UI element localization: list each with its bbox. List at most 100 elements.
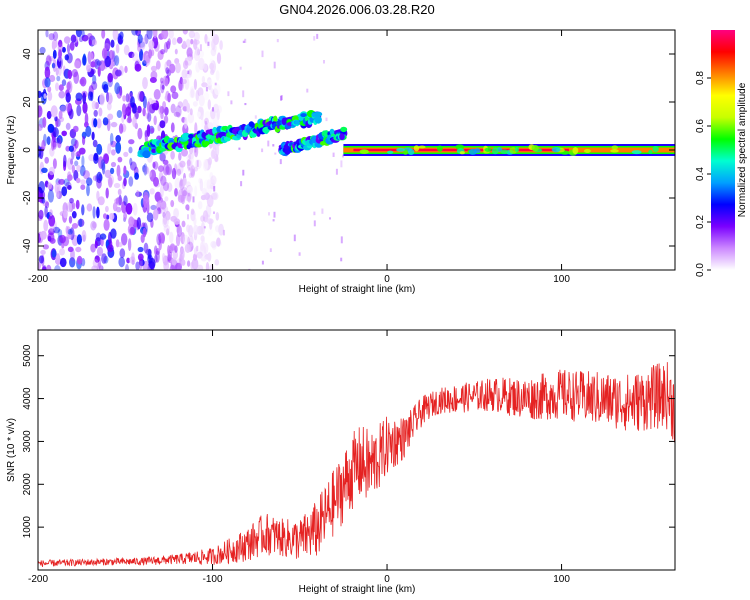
spectrogram-frame [37, 29, 676, 271]
noise-blob [142, 227, 147, 238]
noise-speckle [272, 144, 275, 147]
noise-blob [169, 265, 176, 270]
noise-blob [143, 166, 150, 175]
noise-blob [211, 38, 216, 51]
noise-blob [179, 160, 186, 168]
noise-speckle [239, 66, 242, 70]
noise-blob [194, 122, 198, 136]
noise-blob [163, 215, 168, 226]
noise-blob [52, 59, 57, 72]
band-blob [551, 147, 561, 153]
noise-blob [48, 33, 55, 41]
noise-blob [65, 145, 71, 152]
noise-blob [128, 216, 135, 227]
noise-blob [152, 30, 158, 39]
noise-blob [158, 105, 163, 115]
noise-blob [80, 179, 86, 185]
noise-blob [206, 218, 214, 225]
noise-blob [128, 176, 134, 187]
noise-blob [79, 165, 86, 177]
noise-blob [146, 124, 151, 137]
noise-blob [148, 49, 153, 59]
noise-blob [114, 82, 121, 95]
colorbar-tick-label: 0.4 [695, 167, 706, 181]
noise-blob [169, 243, 176, 251]
track-blob [173, 136, 179, 143]
noise-blob [66, 157, 74, 170]
noise-blob [90, 220, 97, 231]
noise-blob [65, 122, 71, 130]
noise-speckle [188, 167, 191, 171]
noise-blob [178, 152, 182, 161]
noise-blob [40, 230, 47, 240]
noise-blob [177, 101, 183, 108]
noise-blob [186, 186, 194, 194]
noise-blob [153, 245, 158, 256]
noise-blob [67, 228, 73, 235]
noise-blob [88, 154, 95, 162]
noise-speckle [340, 160, 343, 168]
noise-blob [41, 266, 47, 270]
noise-blob [164, 196, 169, 202]
noise-blob [202, 159, 209, 172]
noise-blob [142, 77, 148, 90]
noise-speckle [273, 61, 276, 69]
noise-blob [157, 200, 162, 207]
noise-speckle [335, 168, 338, 175]
noise-speckle [187, 70, 190, 74]
noise-blob [153, 176, 159, 187]
noise-blob [215, 70, 220, 81]
noise-blob [81, 204, 85, 216]
noise-blob [207, 252, 212, 262]
spectrogram-xlabel: Height of straight line (km) [299, 284, 416, 295]
noise-blob [182, 234, 189, 246]
noise-blob [99, 93, 105, 106]
noise-blob [104, 55, 111, 68]
noise-blob [59, 234, 66, 244]
noise-blob [195, 89, 200, 102]
noise-blob [92, 206, 96, 219]
y-tick-label: 5000 [22, 344, 33, 367]
noise-blob [153, 208, 159, 221]
noise-blob [149, 77, 157, 83]
noise-blob [118, 256, 125, 268]
noise-blob [95, 232, 102, 242]
noise-blob [92, 221, 98, 229]
noise-blob [50, 105, 58, 118]
noise-blob [192, 101, 198, 107]
noise-speckle [227, 91, 230, 97]
noise-blob [175, 105, 182, 118]
x-tick-label: 0 [384, 274, 390, 285]
noise-blob [183, 60, 189, 70]
band-blob [652, 146, 659, 153]
noise-blob [94, 255, 100, 263]
snr-xlabel: Height of straight line (km) [299, 584, 416, 595]
noise-speckle [306, 88, 309, 93]
noise-blob [101, 253, 107, 264]
noise-blob [161, 30, 169, 40]
noise-blob [47, 123, 55, 133]
noise-speckle [313, 36, 316, 41]
noise-blob [123, 165, 127, 175]
noise-blob [56, 56, 64, 70]
noise-blob [203, 242, 209, 255]
noise-blob [76, 150, 82, 157]
noise-blob [42, 244, 50, 250]
noise-blob [143, 242, 149, 254]
snr-ylabel: SNR (10 * v/v) [6, 418, 17, 482]
noise-blob [110, 167, 115, 175]
noise-blob [205, 204, 212, 218]
noise-blob [91, 131, 95, 141]
noise-blob [85, 125, 92, 138]
noise-blob [59, 257, 67, 268]
noise-blob [187, 260, 191, 267]
noise-blob [68, 145, 74, 152]
noise-speckle [213, 211, 215, 214]
noise-blob [137, 44, 142, 52]
noise-blob [58, 178, 66, 185]
noise-speckle [261, 260, 264, 265]
noise-blob [132, 202, 138, 216]
noise-blob [74, 160, 79, 167]
band-blob [500, 149, 509, 154]
band-blob [531, 144, 539, 152]
